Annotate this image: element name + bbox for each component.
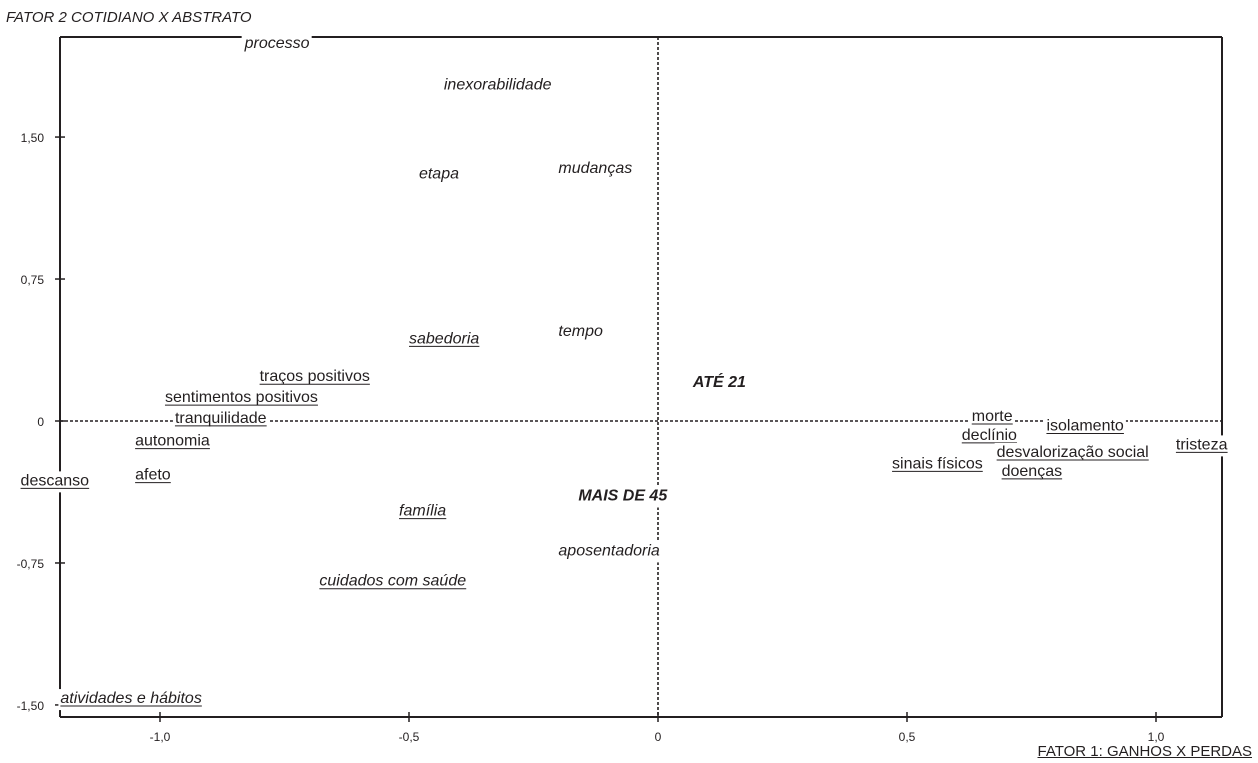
x-tick-label: 0,5: [899, 730, 916, 744]
y-tick-label: -1,50: [17, 699, 45, 713]
point-label-background: [556, 159, 635, 181]
point-label: etapa: [419, 166, 459, 183]
point-label-background: [257, 367, 372, 389]
point-label: tempo: [558, 323, 603, 340]
y-tick-label: 0,75: [21, 273, 45, 287]
point-label-background: [407, 329, 482, 351]
x-tick-label: -0,5: [399, 730, 420, 744]
x-axis-title: FATOR 1: GANHOS X PERDAS: [1037, 743, 1253, 760]
point-label: tristeza: [1176, 436, 1228, 453]
point-label: MAIS DE 45: [578, 488, 668, 505]
y-tick-label: 0: [37, 415, 44, 429]
point-label: inexorabilidade: [444, 77, 552, 94]
point-label: aposentadoria: [558, 542, 660, 559]
axis-ticks: 1,50 0,75 0 -0,75 -1,50 -1,0 -0,5 0 0,5 1,0: [17, 131, 1165, 744]
point-label: sinais físicos: [892, 455, 983, 472]
point-label: processo: [244, 35, 310, 52]
point-label-background: [959, 425, 1020, 447]
point-label: sentimentos positivos: [165, 389, 318, 406]
point-label: declínio: [962, 427, 1017, 444]
point-label-background: [1173, 435, 1230, 457]
point-label: isolamento: [1046, 417, 1123, 434]
point-label-background: [969, 407, 1015, 428]
y-tick-label: -0,75: [17, 557, 45, 571]
point-label-background: [994, 442, 1151, 464]
point-label-background: [241, 34, 312, 56]
point-label-background: [162, 388, 320, 410]
reference-lines: [60, 37, 1222, 717]
point-label-background: [172, 408, 269, 430]
x-tick-label: 1,0: [1148, 730, 1165, 744]
point-label: morte: [972, 408, 1013, 425]
point-label-background: [397, 501, 449, 523]
point-label-background: [133, 465, 173, 487]
point-label: ATÉ 21: [692, 372, 746, 391]
point-label-background: [556, 541, 662, 563]
point-label-background: [890, 454, 985, 476]
point-label: doenças: [1002, 463, 1063, 480]
point-label-background: [1044, 416, 1126, 438]
point-label-background: [556, 321, 605, 343]
point-label: sabedoria: [409, 330, 479, 347]
point-label-background: [18, 471, 92, 493]
plot-frame: [59, 36, 1223, 718]
point-label: descanso: [21, 472, 90, 489]
point-label: atividades e hábitos: [60, 690, 201, 707]
point-label: cuidados com saúde: [319, 573, 466, 590]
y-axis-title: FATOR 2 COTIDIANO X ABSTRATO: [6, 9, 252, 26]
point-label: tranquilidade: [175, 410, 267, 427]
point-label: autonomia: [135, 433, 210, 450]
point-label: traços positivos: [260, 368, 370, 385]
point-label-background: [441, 75, 554, 97]
point-label: mudanças: [558, 160, 632, 177]
point-label-background: [416, 164, 462, 186]
point-label: afeto: [135, 467, 171, 484]
y-tick-label: 1,50: [21, 131, 45, 145]
point-label-background: [58, 689, 204, 711]
point-label-background: [689, 370, 749, 394]
point-label: desvalorização social: [997, 444, 1149, 461]
point-label-background: [999, 461, 1065, 483]
point-label: família: [399, 503, 446, 520]
point-labels: processo inexorabilidade etapa mudanças sabe…: [18, 34, 1230, 711]
point-label-background: [317, 571, 469, 593]
x-tick-label: 0: [655, 730, 662, 744]
point-label-background: [576, 486, 671, 508]
x-tick-label: -1,0: [150, 730, 171, 744]
point-label-background: [133, 431, 212, 453]
